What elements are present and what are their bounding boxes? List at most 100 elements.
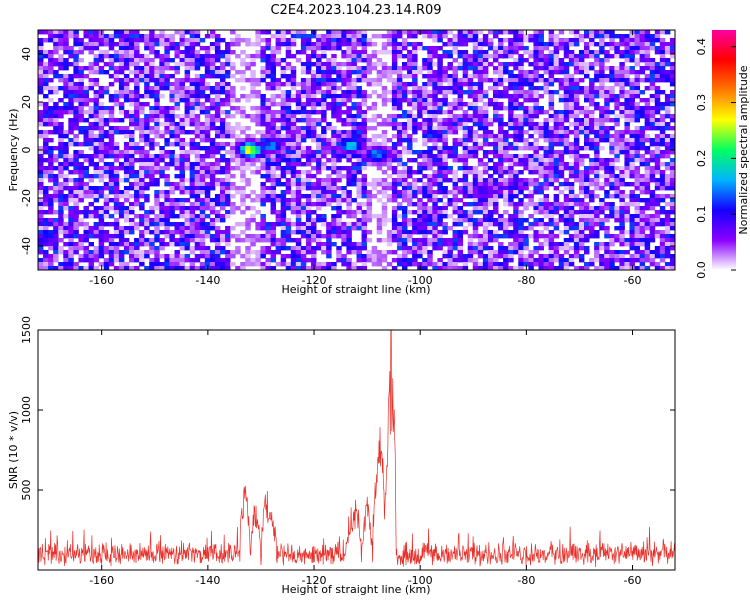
heat-cell (578, 238, 585, 243)
heat-cell (285, 78, 292, 83)
heat-cell (311, 210, 317, 215)
heat-cell (508, 246, 514, 251)
heat-cell (331, 30, 337, 35)
heat-cell (83, 46, 89, 51)
heat-cell (331, 134, 337, 139)
heat-cell (508, 182, 514, 187)
heat-cell (78, 154, 84, 159)
heat-cell (260, 238, 266, 243)
heat-cell (442, 146, 448, 151)
heat-cell (260, 198, 266, 203)
heat-cell (260, 130, 266, 135)
heat-cell (295, 242, 302, 247)
heat-cell (356, 182, 362, 187)
heat-cell (214, 242, 221, 247)
heat-cell (472, 86, 479, 91)
heat-cell (523, 34, 529, 39)
heat-cell (38, 238, 44, 243)
heat-cell (321, 202, 327, 207)
heat-cell (493, 250, 499, 255)
heat-cell (240, 146, 246, 151)
heat-cell (477, 178, 484, 183)
heat-cell (118, 30, 125, 35)
heat-cell (103, 70, 110, 75)
heat-cell (265, 154, 271, 159)
heat-cell (63, 66, 69, 71)
heat-cell (88, 82, 95, 87)
heat-cell (568, 234, 575, 239)
heat-cell (331, 142, 337, 147)
heat-cell (285, 266, 292, 271)
heat-cell (412, 82, 418, 87)
heat-cell (159, 106, 165, 111)
heat-cell (417, 214, 423, 219)
heat-cell (528, 154, 534, 159)
heat-cell (220, 186, 226, 191)
heat-cell (356, 34, 362, 39)
heat-cell (270, 198, 277, 203)
heat-cell (396, 194, 403, 199)
heat-cell (513, 238, 519, 243)
heat-cell (43, 222, 49, 227)
heat-cell (265, 166, 271, 171)
heat-cell (467, 250, 474, 255)
heat-cell (83, 102, 89, 107)
heat-cell (518, 134, 524, 139)
heat-cell (123, 226, 130, 231)
heat-cell (447, 110, 453, 115)
heat-cell (477, 58, 484, 63)
heat-cell (305, 146, 312, 151)
heat-cell (386, 250, 393, 255)
heat-cell (280, 202, 287, 207)
heat-cell (295, 182, 302, 187)
heat-cell (528, 62, 534, 67)
heat-cell (381, 254, 388, 259)
heat-cell (589, 194, 595, 199)
heat-cell (482, 62, 489, 67)
heat-cell (457, 234, 464, 239)
heat-cell (462, 158, 469, 163)
heat-cell (230, 166, 236, 171)
heat-cell (361, 54, 368, 59)
heat-cell (508, 142, 514, 147)
heat-cell (53, 86, 59, 91)
heat-cell (225, 266, 231, 271)
heat-cell (194, 194, 201, 199)
heat-cell (260, 110, 266, 115)
heat-cell (270, 258, 277, 263)
heat-cell (351, 166, 357, 171)
heat-cell (553, 110, 560, 115)
heat-cell (361, 222, 368, 227)
heat-cell (361, 178, 368, 183)
heat-cell (123, 46, 130, 51)
heat-cell (568, 102, 575, 107)
heat-cell (558, 162, 565, 167)
heat-cell (48, 70, 54, 75)
heat-cell (402, 186, 408, 191)
heat-cell (427, 82, 433, 87)
heat-cell (38, 262, 44, 267)
heat-cell (149, 238, 155, 243)
heat-cell (594, 42, 600, 47)
heat-cell (129, 158, 135, 163)
heat-cell (220, 158, 226, 163)
heat-cell (447, 258, 453, 263)
heat-cell (108, 170, 115, 175)
heat-cell (326, 266, 332, 271)
heat-cell (568, 182, 575, 187)
heat-cell (513, 146, 519, 151)
heat-cell (230, 202, 236, 207)
heat-cell (321, 70, 327, 75)
heat-cell (311, 54, 317, 59)
heat-cell (300, 130, 307, 135)
heat-cell (548, 142, 555, 147)
heat-cell (538, 186, 544, 191)
heat-cell (154, 90, 160, 95)
heat-cell (260, 58, 266, 63)
heat-cell (311, 126, 317, 131)
heat-cell (594, 126, 600, 131)
heat-cell (179, 254, 186, 259)
heat-cell (103, 90, 110, 95)
heat-cell (391, 86, 398, 91)
heat-cell (113, 206, 120, 211)
